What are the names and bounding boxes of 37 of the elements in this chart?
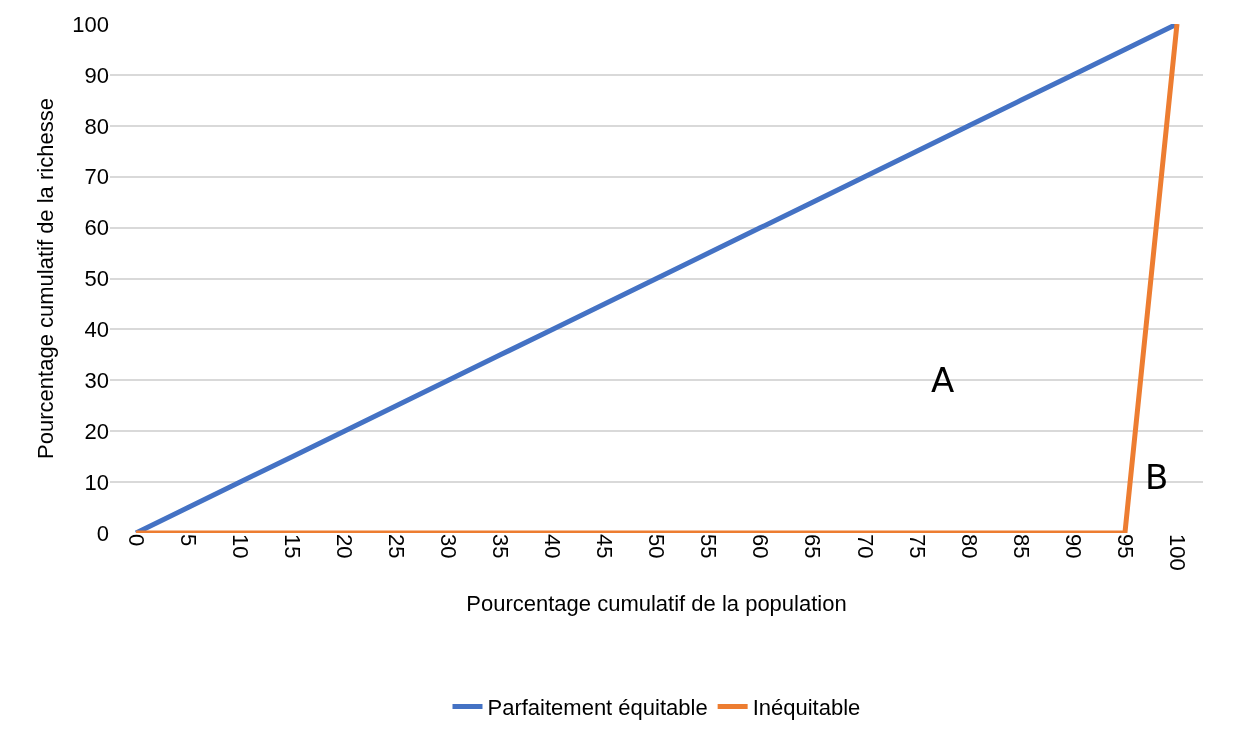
x-tick-label: 5	[175, 534, 201, 547]
annotation: A	[931, 360, 955, 400]
x-tick-label: 15	[280, 534, 306, 559]
x-tick-label: 75	[904, 534, 930, 559]
y-tick-label: 10	[84, 469, 109, 495]
x-tick-label: 45	[592, 534, 618, 559]
x-tick-label: 60	[748, 534, 774, 559]
y-tick-label: 70	[84, 164, 109, 190]
y-tick-label: 60	[84, 215, 109, 241]
y-tick-label: 20	[84, 418, 109, 444]
y-tick-label: 50	[84, 266, 109, 292]
x-tick-label: 50	[644, 534, 670, 559]
x-tick-label: 40	[540, 534, 566, 559]
y-axis-title: Pourcentage cumulatif de la richesse	[33, 98, 59, 459]
x-tick-label: 55	[696, 534, 722, 559]
y-tick-label: 100	[72, 11, 109, 37]
x-tick-label: 30	[436, 534, 462, 559]
y-tick-label: 40	[84, 317, 109, 343]
x-tick-label: 65	[800, 534, 826, 559]
legend-label: Inéquitable	[752, 695, 861, 721]
annotation: B	[1145, 457, 1169, 497]
x-tick-label: 80	[956, 534, 982, 559]
x-tick-label: 70	[852, 534, 878, 559]
x-tick-label: 25	[384, 534, 410, 559]
y-tick-label: 80	[84, 113, 109, 139]
x-tick-label: 10	[227, 534, 253, 559]
x-tick-label: 85	[1008, 534, 1034, 559]
x-tick-label: 95	[1112, 534, 1138, 559]
x-axis-title: Pourcentage cumulatif de la population	[466, 590, 847, 616]
y-tick-label: 90	[84, 62, 109, 88]
x-tick-label: 20	[332, 534, 358, 559]
x-tick-label: 0	[123, 534, 149, 547]
y-tick-label: 30	[84, 368, 109, 393]
x-tick-label: 35	[488, 534, 514, 559]
legend-label: Parfaitement équitable	[487, 695, 708, 721]
x-tick-label: 100	[1164, 534, 1190, 571]
x-tick-label: 90	[1060, 534, 1086, 559]
